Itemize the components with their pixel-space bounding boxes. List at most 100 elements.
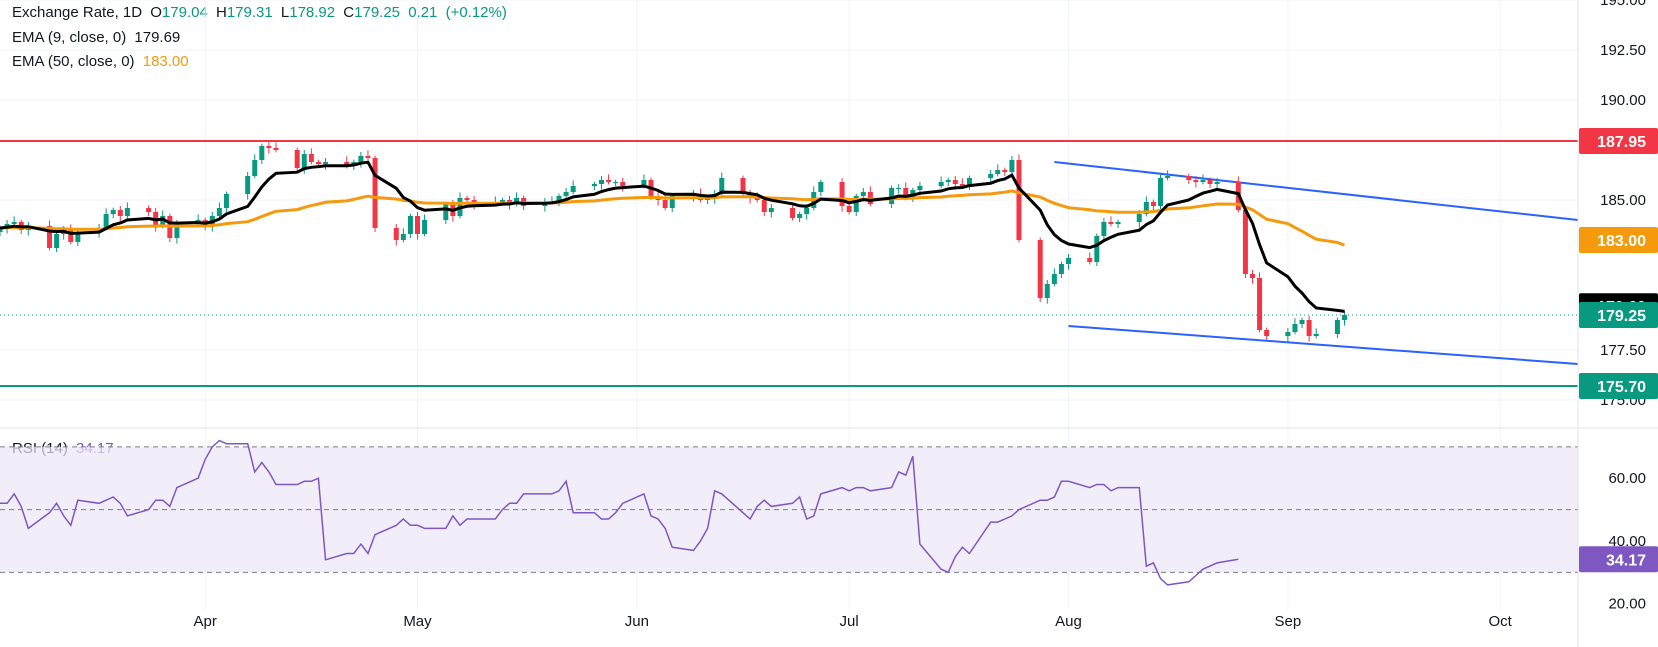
candle-body <box>1334 320 1340 334</box>
candle <box>853 193 859 216</box>
candle-body <box>124 208 130 216</box>
candle <box>1087 252 1093 265</box>
candle <box>1334 317 1340 338</box>
y-tick-label: 192.50 <box>1600 42 1646 59</box>
candle <box>393 224 399 246</box>
chart-legend-ohlc: Exchange Rate, 1D O179.04 H179.31 L178.9… <box>12 4 511 21</box>
candle-body <box>358 156 364 162</box>
candle-body <box>1214 182 1220 184</box>
candle <box>761 197 767 216</box>
candle-body <box>245 176 251 194</box>
candle <box>606 174 612 185</box>
candle-body <box>563 192 569 196</box>
candle-body <box>797 214 803 218</box>
candle-body <box>740 178 746 194</box>
candle-body <box>110 210 116 214</box>
candle <box>1115 219 1121 228</box>
candle <box>1165 170 1171 181</box>
candle-body <box>1242 210 1248 274</box>
x-tick-label: Jun <box>625 613 649 630</box>
candle <box>945 177 951 186</box>
ema9-line <box>0 160 1345 313</box>
candle <box>1249 270 1255 284</box>
price-tag-box <box>1579 227 1658 253</box>
candle-body <box>1009 160 1015 172</box>
candle-body <box>1058 264 1064 274</box>
ema9-label: EMA (9, close, 0) <box>12 29 127 46</box>
candle-body <box>1264 330 1270 336</box>
candle-body <box>1249 274 1255 278</box>
candle-body <box>216 208 222 216</box>
candle-body <box>1207 180 1213 184</box>
candle-body <box>1299 320 1305 324</box>
price-tag-label: 175.70 <box>1597 379 1646 396</box>
candle-body <box>938 182 944 186</box>
price-tag-label: 183.00 <box>1597 233 1646 250</box>
candle-body <box>1115 222 1121 224</box>
candle-body <box>443 204 449 220</box>
candle <box>1257 272 1263 333</box>
candle-body <box>266 146 272 148</box>
candle <box>422 214 428 237</box>
candle <box>818 179 824 196</box>
candle <box>1186 173 1192 184</box>
candle-body <box>945 180 951 182</box>
candle-body <box>1037 240 1043 298</box>
candle-body <box>11 222 17 224</box>
rsi-y-tick-label: 40.00 <box>1608 533 1646 550</box>
candle <box>245 172 251 200</box>
candle <box>1158 174 1164 212</box>
rsi-band <box>0 446 1578 573</box>
candle <box>266 142 272 154</box>
candle-body <box>995 170 1001 174</box>
candle-body <box>308 154 314 162</box>
candle <box>1058 261 1064 278</box>
candle <box>358 152 364 168</box>
candle-body <box>1306 320 1312 336</box>
ema50-legend: EMA (50, close, 0) 183.00 <box>12 53 193 70</box>
candle-body <box>160 216 166 226</box>
rsi-line <box>0 439 1239 586</box>
candle <box>790 202 796 221</box>
candle-body <box>959 184 965 186</box>
candle-body <box>407 216 413 234</box>
price-tag-179-25: 179.25 <box>1579 302 1658 328</box>
candle-body <box>1094 236 1100 262</box>
price-tag-box <box>1579 128 1658 154</box>
candle <box>117 206 123 222</box>
candle-body <box>1143 202 1149 214</box>
close-label: C <box>343 4 355 21</box>
candle <box>1101 218 1107 242</box>
candle <box>1242 207 1248 278</box>
candle <box>1306 316 1312 342</box>
candle <box>797 211 803 222</box>
candle-body <box>903 188 909 198</box>
candle-body <box>613 182 619 183</box>
candle <box>443 201 449 224</box>
candle <box>54 231 60 252</box>
rsi-value-tag: 34.17 <box>1579 546 1658 573</box>
high-value: 179.31 <box>226 4 273 21</box>
ema50-label: EMA (50, close, 0) <box>12 53 135 70</box>
candle <box>669 193 675 212</box>
candle-body <box>818 182 824 192</box>
price-tag-box <box>1579 373 1658 399</box>
change-value: 0.21 <box>408 4 438 21</box>
price-tag-box <box>1579 302 1658 328</box>
candle-body <box>499 200 505 202</box>
candle <box>400 228 406 243</box>
y-tick-label: 190.00 <box>1600 92 1646 109</box>
candle <box>740 175 746 198</box>
candle <box>1200 174 1206 185</box>
candle <box>570 180 576 195</box>
x-tick-label: Aug <box>1055 613 1082 630</box>
candle-body <box>1313 334 1319 336</box>
candle-body <box>889 188 895 204</box>
candle-body <box>556 196 562 202</box>
candle <box>1264 327 1270 340</box>
candle <box>47 220 53 251</box>
candle <box>1037 237 1043 302</box>
candle-body <box>0 228 3 232</box>
candle-body <box>1285 332 1291 336</box>
